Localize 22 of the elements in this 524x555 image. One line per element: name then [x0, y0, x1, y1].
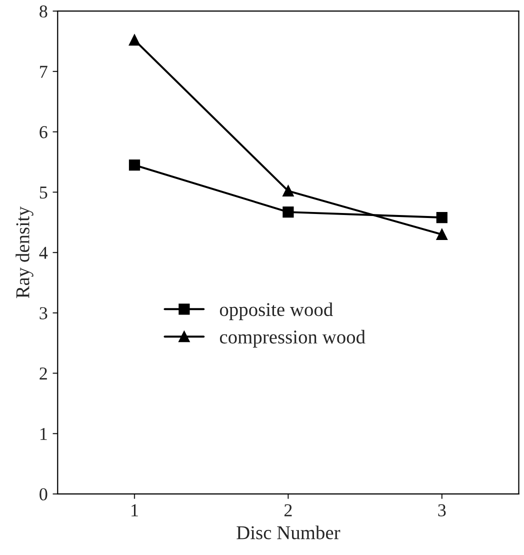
point — [282, 185, 294, 197]
x-tick-label: 1 — [132, 504, 138, 516]
point — [436, 228, 448, 240]
legend-label: compression wood — [220, 330, 366, 348]
point — [282, 206, 294, 218]
x-tick-label: 2 — [284, 504, 292, 516]
y-tick-label: 4 — [39, 246, 48, 259]
y-tick-label: 1 — [40, 428, 47, 440]
point — [436, 212, 448, 224]
y-tick-label: 6 — [40, 126, 48, 138]
y-tick-label: 8 — [40, 5, 48, 18]
point — [128, 159, 140, 171]
x-tick-label: 3 — [438, 504, 446, 516]
y-tick-label: 3 — [40, 307, 48, 320]
y-tick-label: 5 — [40, 186, 48, 199]
y-axis-title: Ray density — [16, 206, 34, 298]
y-tick-label: 2 — [40, 368, 47, 380]
y-tick-label: 7 — [40, 66, 48, 78]
y-tick-label: 0 — [40, 488, 48, 500]
x-axis-title: Disc Number — [236, 526, 340, 540]
point — [128, 34, 140, 46]
legend-label: opposite wood — [220, 302, 333, 320]
